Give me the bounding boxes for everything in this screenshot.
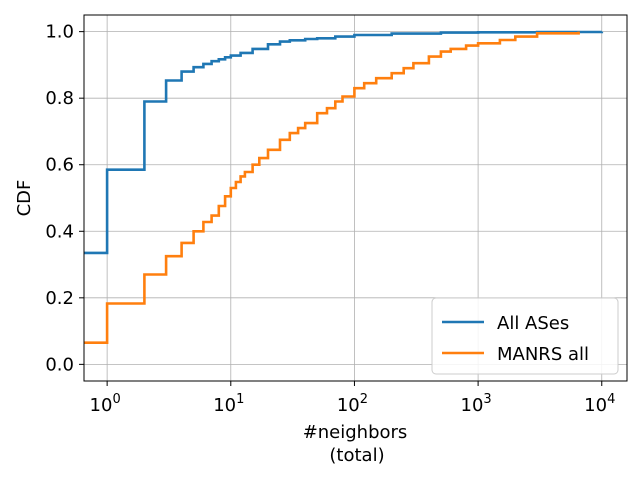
legend-label-all-ases: All ASes bbox=[497, 313, 569, 334]
x-tick-labels: 100 101 102 103 104 bbox=[90, 392, 616, 416]
y-tick-label: 0.8 bbox=[45, 88, 74, 109]
y-axis-label: CDF bbox=[14, 180, 35, 217]
plot-frame bbox=[83, 14, 628, 382]
legend: All ASes MANRS all bbox=[431, 297, 619, 375]
y-tick-label: 0.2 bbox=[45, 288, 74, 309]
y-tick-label: 0.0 bbox=[45, 354, 74, 375]
series-line-all-ases bbox=[84, 30, 604, 255]
x-tick-label: 101 bbox=[213, 392, 244, 416]
series-line-manrs-all bbox=[84, 31, 580, 344]
y-tick-label: 0.6 bbox=[45, 155, 74, 176]
x-tick-label: 102 bbox=[337, 392, 368, 416]
x-tick-label: 104 bbox=[584, 392, 615, 416]
ticks bbox=[79, 31, 603, 386]
legend-box bbox=[431, 297, 619, 375]
x-tick-label: 100 bbox=[90, 392, 121, 416]
x-tick-label: 103 bbox=[461, 392, 492, 416]
x-axis-label: #neighbors bbox=[303, 422, 408, 443]
legend-label-manrs-all: MANRS all bbox=[497, 344, 589, 365]
x-axis-label-line2: (total) bbox=[329, 445, 384, 466]
y-tick-labels: 0.0 0.2 0.4 0.6 0.8 1.0 bbox=[45, 22, 74, 376]
y-tick-label: 1.0 bbox=[45, 22, 74, 43]
y-tick-label: 0.4 bbox=[45, 221, 74, 242]
series-lines bbox=[84, 30, 604, 344]
